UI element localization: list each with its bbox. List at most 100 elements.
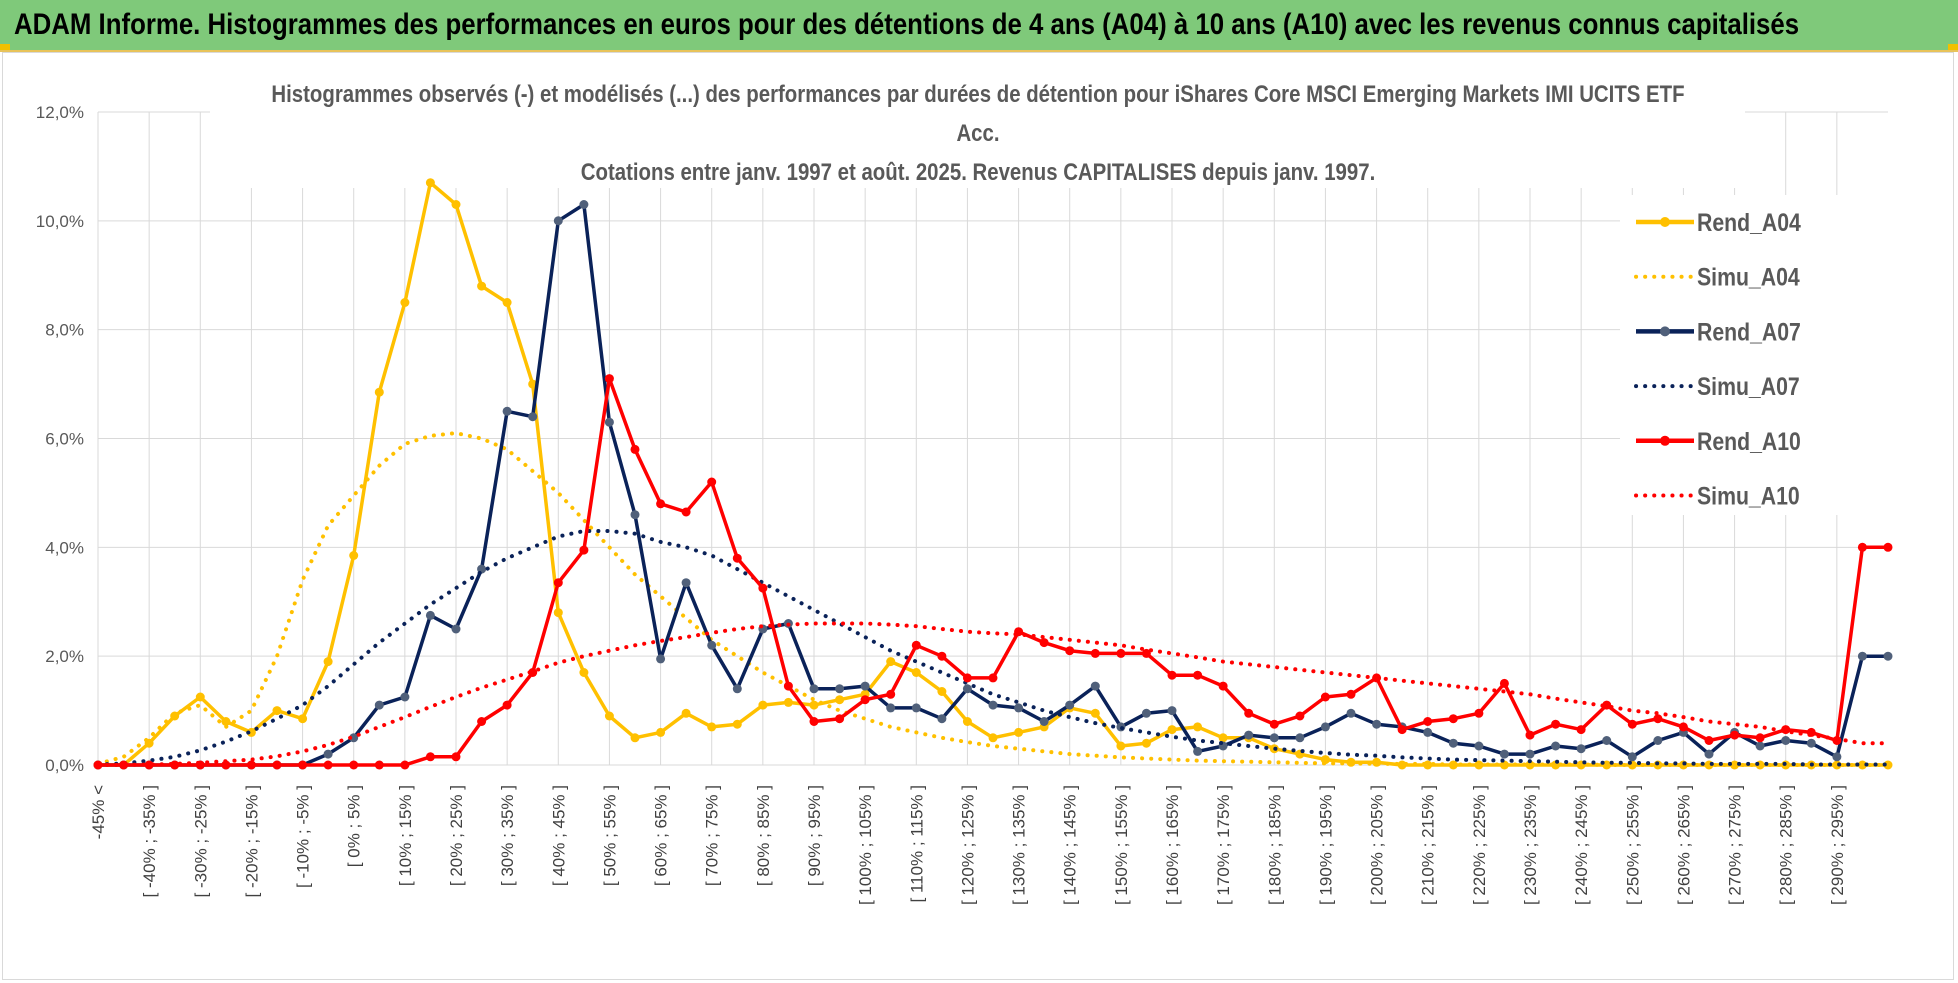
data-point-Rend_A04 (886, 657, 896, 667)
data-point-Rend_A10 (937, 651, 947, 661)
data-point-Rend_A04 (937, 687, 947, 696)
corner-mark (0, 44, 10, 50)
data-point-Rend_A04 (1167, 725, 1177, 735)
data-point-Rend_A07 (835, 684, 845, 694)
data-point-Rend_A10 (911, 640, 921, 650)
legend-label-Simu_A04: Simu_A04 (1697, 263, 1800, 291)
legend-label-Simu_A10: Simu_A10 (1697, 482, 1800, 510)
data-point-Rend_A10 (1551, 719, 1561, 729)
data-point-Rend_A10 (144, 760, 154, 770)
data-point-Rend_A10 (1448, 714, 1458, 724)
x-tick-label: [ 160% ; 165% ] (1163, 785, 1182, 905)
data-point-Rend_A10 (298, 760, 308, 770)
x-tick-label: [ 210% ; 215% ] (1419, 785, 1438, 905)
data-point-Rend_A10 (451, 752, 461, 762)
data-point-Rend_A07 (323, 749, 333, 759)
corner-mark (1948, 44, 1958, 50)
data-point-Rend_A10 (1883, 542, 1893, 552)
x-tick-label: [ 290% ; 295% ] (1828, 785, 1847, 905)
data-point-Rend_A07 (1857, 651, 1867, 661)
legend: Rend_A04 Simu_A04 Rend_A07 Simu_A07 Rend_A10… (1620, 195, 1900, 515)
data-point-Rend_A10 (221, 760, 231, 770)
x-tick-label: [ 40% ; 45% ] (549, 785, 568, 886)
data-point-Rend_A07 (1781, 736, 1791, 745)
data-point-Rend_A10 (1397, 725, 1407, 735)
data-point-Rend_A07 (400, 692, 410, 702)
x-tick-label: [ 100% ; 105% ] (856, 785, 875, 905)
data-point-Rend_A07 (962, 684, 972, 694)
data-point-Rend_A07 (1193, 746, 1203, 756)
data-point-Rend_A04 (681, 708, 691, 718)
data-point-Rend_A07 (349, 733, 359, 743)
data-point-Rend_A10 (349, 760, 359, 770)
x-tick-label: [ 130% ; 135% ] (1010, 785, 1029, 905)
data-point-Rend_A07 (425, 610, 435, 620)
y-tick-label: 6,0% (45, 430, 84, 449)
y-tick-label: 0,0% (45, 756, 84, 775)
x-tick-label: [ 60% ; 65% ] (652, 785, 671, 886)
y-tick-label: 4,0% (45, 538, 84, 557)
data-point-Rend_A07 (1499, 749, 1509, 759)
data-point-Rend_A10 (1678, 722, 1688, 732)
data-point-Rend_A10 (1295, 711, 1305, 721)
data-point-Rend_A10 (809, 717, 819, 726)
data-point-Rend_A04 (1116, 741, 1126, 751)
data-point-Rend_A10 (1039, 638, 1049, 648)
x-tick-label: [ 220% ; 225% ] (1470, 785, 1489, 905)
x-tick-label: [ -10% ; -5% ] (294, 785, 313, 888)
legend-marker-Rend_A04 (1660, 217, 1670, 227)
data-point-Rend_A04 (604, 711, 614, 721)
series-line-Simu_A04 (96, 431, 1890, 767)
data-point-Rend_A10 (1627, 719, 1637, 729)
data-point-Rend_A07 (1244, 730, 1254, 740)
data-point-Rend_A07 (604, 417, 614, 427)
data-point-Rend_A07 (911, 703, 921, 713)
x-tick-label: [ 110% ; 115% ] (907, 785, 926, 903)
data-point-Rend_A10 (1499, 678, 1509, 688)
data-point-Rend_A04 (553, 608, 563, 618)
x-tick-label: [ -20% ; -15% ] (242, 785, 261, 897)
x-tick-label: [ 180% ; 185% ] (1265, 785, 1284, 905)
data-point-Rend_A04 (477, 281, 487, 291)
data-point-Rend_A07 (374, 700, 384, 710)
data-point-Rend_A10 (1423, 717, 1433, 726)
data-point-Rend_A07 (1346, 708, 1356, 718)
data-point-Rend_A10 (425, 752, 435, 762)
data-point-Rend_A10 (656, 499, 666, 509)
data-point-Rend_A07 (1423, 727, 1433, 737)
x-tick-label: [ 0% ; 5% ] (345, 785, 364, 867)
data-point-Rend_A07 (1806, 738, 1816, 748)
data-point-Rend_A10 (1269, 719, 1279, 729)
data-point-Rend_A04 (374, 387, 384, 397)
data-point-Rend_A10 (783, 681, 793, 691)
data-point-Rend_A10 (886, 689, 896, 699)
data-point-Rend_A07 (1167, 706, 1177, 716)
data-point-Rend_A04 (656, 727, 666, 737)
data-point-Rend_A10 (988, 673, 998, 683)
data-point-Rend_A07 (1141, 708, 1151, 718)
legend-label-Rend_A10: Rend_A10 (1697, 427, 1801, 455)
data-point-Rend_A10 (860, 695, 870, 705)
chart-title-line: Acc. (956, 119, 999, 146)
data-point-Rend_A10 (732, 553, 742, 563)
data-point-Rend_A10 (1704, 736, 1714, 745)
data-point-Rend_A04 (451, 200, 461, 209)
data-point-Rend_A04 (962, 717, 972, 726)
data-point-Rend_A07 (886, 703, 896, 713)
data-point-Rend_A07 (630, 510, 640, 520)
data-point-Rend_A07 (1704, 749, 1714, 759)
legend-label-Rend_A07: Rend_A07 (1697, 318, 1801, 346)
data-point-Rend_A10 (604, 374, 614, 384)
data-point-Rend_A10 (553, 578, 563, 588)
data-point-Rend_A10 (962, 673, 972, 683)
data-point-Rend_A04 (809, 700, 819, 710)
data-point-Rend_A10 (272, 760, 282, 770)
data-point-Rend_A04 (579, 668, 589, 677)
data-point-Rend_A07 (1832, 752, 1842, 762)
data-point-Rend_A07 (860, 681, 870, 691)
x-tick-label: [ 50% ; 55% ] (600, 785, 619, 886)
x-tick-label: [ 140% ; 145% ] (1061, 785, 1080, 905)
data-point-Rend_A10 (1218, 681, 1228, 691)
data-point-Rend_A07 (1602, 736, 1612, 745)
data-point-Rend_A07 (1090, 681, 1100, 691)
